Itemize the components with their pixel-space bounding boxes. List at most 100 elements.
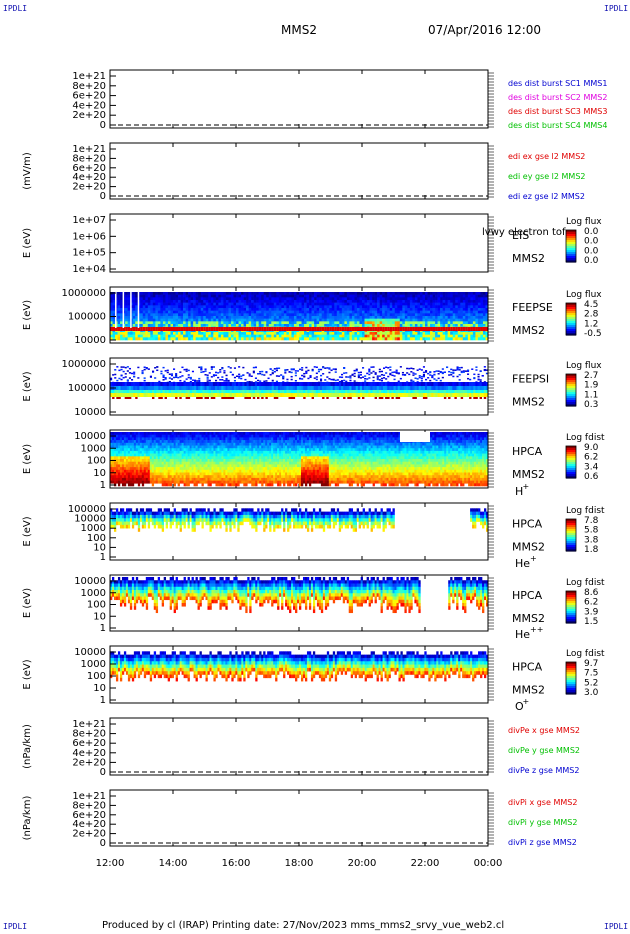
spectrogram-cell bbox=[258, 294, 262, 298]
spectrogram-cell bbox=[324, 337, 328, 341]
spectrogram-cell bbox=[326, 397, 329, 399]
spectrogram-cell bbox=[131, 448, 135, 452]
spectrogram-cell bbox=[283, 310, 287, 314]
spectrogram-cell bbox=[425, 310, 428, 314]
spectrogram-cell bbox=[204, 374, 207, 376]
spectrogram-cell bbox=[254, 382, 258, 386]
spectrogram-cell bbox=[236, 316, 239, 319]
spectrogram-cell bbox=[320, 382, 323, 386]
spectrogram-cell bbox=[230, 324, 234, 327]
spectrogram-cell bbox=[173, 337, 176, 341]
spectrogram-cell bbox=[288, 397, 291, 399]
spectrogram-cell bbox=[198, 300, 202, 303]
spectrogram-cell bbox=[481, 386, 485, 390]
y-tick-label: 4e+20 bbox=[72, 100, 106, 111]
spectrogram-cell bbox=[170, 313, 174, 317]
spectrogram-cell bbox=[341, 310, 345, 314]
spectrogram-cell bbox=[397, 297, 401, 301]
spectrogram-cell bbox=[439, 379, 442, 382]
spectrogram-cell bbox=[135, 305, 139, 309]
spectrogram-cell bbox=[193, 327, 196, 331]
spectrogram-cell bbox=[385, 378, 388, 380]
spectrogram-cell bbox=[364, 332, 368, 335]
spectrogram-cell bbox=[132, 292, 136, 295]
spectrogram-cell bbox=[118, 393, 121, 397]
spectrogram-cell bbox=[208, 393, 212, 397]
colorbar-swatch bbox=[566, 323, 576, 326]
spectrogram-cell bbox=[374, 382, 377, 386]
spectrogram-cell bbox=[137, 475, 141, 479]
spectrogram-cell bbox=[455, 324, 459, 327]
spectrogram-cell bbox=[362, 300, 365, 303]
spectrogram-cell bbox=[183, 327, 186, 331]
spectrogram-cell bbox=[168, 386, 172, 390]
colorbar-tick: 2.8 bbox=[584, 310, 599, 320]
spectrogram-cell bbox=[309, 376, 312, 378]
spectrogram-cell bbox=[349, 321, 353, 325]
spectrogram-cell bbox=[120, 305, 123, 309]
spectrogram-cell bbox=[240, 375, 243, 377]
spectrogram-cell bbox=[152, 334, 156, 338]
y-tick-label: 0 bbox=[100, 767, 106, 778]
spectrogram-cell bbox=[162, 393, 165, 397]
spectrogram-cell bbox=[385, 386, 388, 390]
spectrogram-cell bbox=[215, 379, 218, 382]
spectrogram-cell bbox=[119, 475, 123, 479]
spectrogram-cell bbox=[418, 393, 422, 397]
spectrogram-cell bbox=[215, 294, 219, 298]
spectrogram-cell bbox=[253, 305, 257, 309]
spectrogram-cell bbox=[271, 334, 275, 338]
spectrogram-cell bbox=[437, 393, 440, 397]
spectrogram-cell bbox=[238, 337, 242, 341]
spectrogram-cell bbox=[460, 313, 464, 317]
spectrogram-cell bbox=[328, 367, 331, 369]
spectrogram-cell bbox=[229, 393, 233, 397]
spectrogram-cell bbox=[115, 432, 119, 435]
spectrogram-cell bbox=[425, 378, 428, 381]
spectrogram-cell bbox=[218, 337, 222, 341]
spectrogram-cell bbox=[334, 313, 338, 317]
spectrogram-cell bbox=[303, 375, 306, 378]
spectrogram-cell bbox=[233, 316, 237, 319]
spectrogram-cell bbox=[399, 377, 402, 380]
spectrogram-cell bbox=[246, 297, 249, 301]
spectrogram-cell bbox=[296, 382, 300, 386]
spectrogram-cell bbox=[399, 337, 403, 341]
spectrogram-cell bbox=[273, 332, 277, 335]
spectrogram-cell bbox=[294, 393, 298, 397]
spectrogram-cell bbox=[142, 302, 146, 306]
spectrogram-cell bbox=[393, 375, 396, 377]
spectrogram-cell bbox=[183, 308, 186, 311]
spectrogram-cell bbox=[356, 316, 360, 319]
spectrogram-cell bbox=[432, 321, 436, 325]
spectrogram-cell bbox=[425, 386, 428, 390]
spectrogram-cell bbox=[183, 324, 186, 327]
spectrogram-cell bbox=[271, 310, 275, 314]
spectrogram-cell bbox=[127, 300, 131, 303]
spectrogram-cell bbox=[442, 297, 446, 301]
y-tick-label: 2e+20 bbox=[72, 182, 106, 193]
spectrogram-cell bbox=[160, 393, 163, 397]
spectrogram-cell bbox=[470, 337, 474, 341]
spectrogram-cell bbox=[140, 305, 144, 309]
spectrogram-cell bbox=[304, 327, 307, 331]
spectrogram-cell bbox=[440, 332, 443, 335]
spectrogram-cell bbox=[455, 316, 459, 319]
spectrogram-cell bbox=[321, 324, 325, 327]
spectrogram-cell bbox=[393, 378, 396, 381]
spectrogram-cell bbox=[364, 377, 367, 380]
spectrogram-cell bbox=[304, 318, 307, 322]
spectrogram-cell bbox=[243, 337, 247, 341]
spectrogram-cell bbox=[178, 300, 181, 303]
spectrogram-cell bbox=[288, 310, 292, 314]
spectrogram-cell bbox=[110, 445, 113, 449]
spectrogram-cell bbox=[152, 390, 155, 394]
spectrogram-cell bbox=[271, 297, 275, 301]
spectrogram-cell bbox=[117, 327, 121, 331]
spectrogram-cell bbox=[306, 324, 310, 327]
spectrogram-cell bbox=[110, 327, 113, 331]
spectrogram-cell bbox=[248, 321, 252, 325]
spectrogram-cell bbox=[185, 316, 189, 319]
spectrogram-cell bbox=[382, 308, 385, 311]
spectrogram-cell bbox=[379, 302, 383, 306]
